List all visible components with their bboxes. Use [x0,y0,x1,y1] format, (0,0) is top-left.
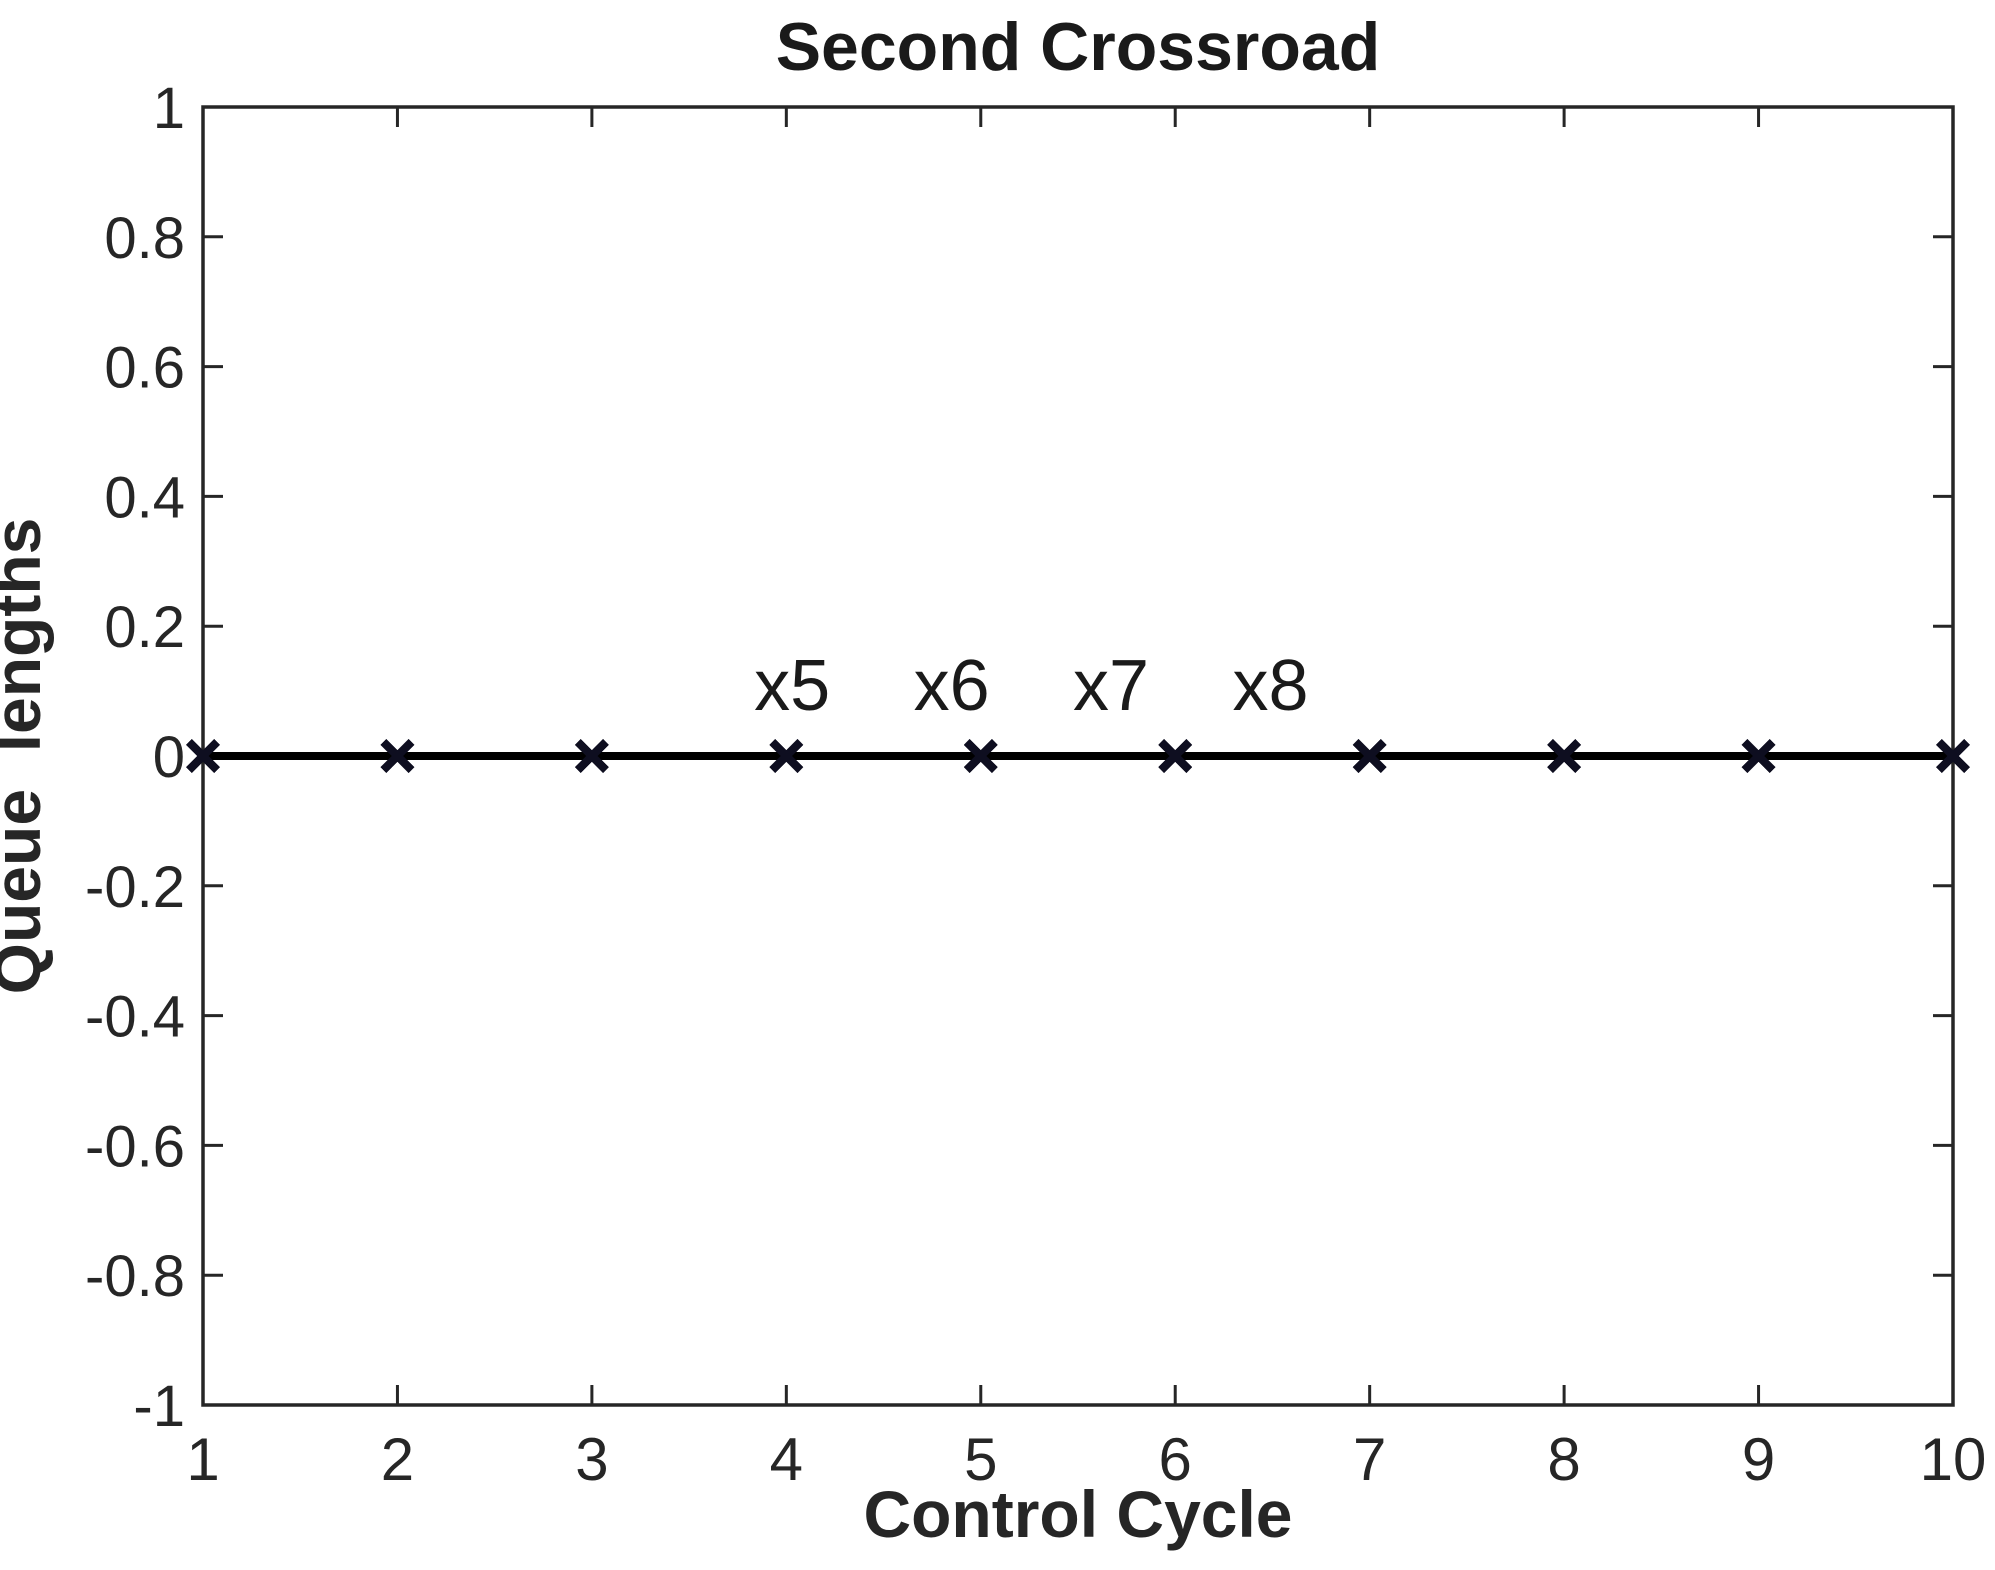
annotation-x6: x6 [914,646,990,726]
x-tick-label: 5 [964,1426,997,1493]
data-series [186,739,1970,773]
data-marker-x8 [769,739,804,773]
y-tick-label: -0.2 [85,855,185,920]
y-tick-label: -1 [133,1374,185,1439]
y-tick-label: 0.4 [104,465,185,530]
y-tick-label: 0.2 [104,595,185,660]
tick-marks [201,105,1955,1407]
data-marker-x8 [1547,739,1581,773]
y-tick-label: -0.6 [85,1114,185,1179]
x-tick-label: 10 [1920,1426,1987,1493]
data-marker-x8 [1158,739,1193,773]
x-axis-label: Control Cycle [863,1477,1292,1551]
x-tick-label: 3 [575,1426,608,1493]
x-tick-label: 2 [381,1426,414,1493]
data-marker-x8 [186,739,220,773]
y-tick-label: 0.6 [104,336,185,401]
chart-title: Second Crossroad [776,9,1381,85]
data-marker-x8 [575,739,609,773]
x-tick-labels: 1 2 3 4 5 6 7 8 9 10 [186,1426,1986,1493]
y-tick-label: 0 [153,725,185,790]
data-marker-x8 [1352,739,1387,773]
y-axis-label: Queue lengths [0,518,54,995]
annotation-x7: x7 [1073,646,1149,726]
y-tick-label: 0.8 [104,206,185,271]
x-tick-label: 6 [1159,1426,1192,1493]
data-marker-x8 [1936,739,1970,773]
annotation-x8: x8 [1232,646,1308,726]
y-tick-label: -0.4 [85,985,185,1050]
x-tick-label: 8 [1547,1426,1580,1493]
annotation-x5: x5 [754,646,830,726]
x-tick-label: 7 [1353,1426,1386,1493]
y-tick-label: 1 [153,76,185,141]
y-tick-label: -0.8 [85,1244,185,1309]
series-annotations: x5 x6 x7 x8 [754,646,1308,726]
data-marker-x8 [963,739,998,773]
data-marker-x8 [380,739,415,773]
x-tick-label: 9 [1742,1426,1775,1493]
data-marker-x8 [1741,739,1776,773]
y-tick-labels: 1 0.8 0.6 0.4 0.2 0 -0.2 -0.4 -0.6 -0.8 -1 [85,76,185,1439]
x-tick-label: 1 [186,1426,219,1493]
x-tick-label: 4 [770,1426,803,1493]
